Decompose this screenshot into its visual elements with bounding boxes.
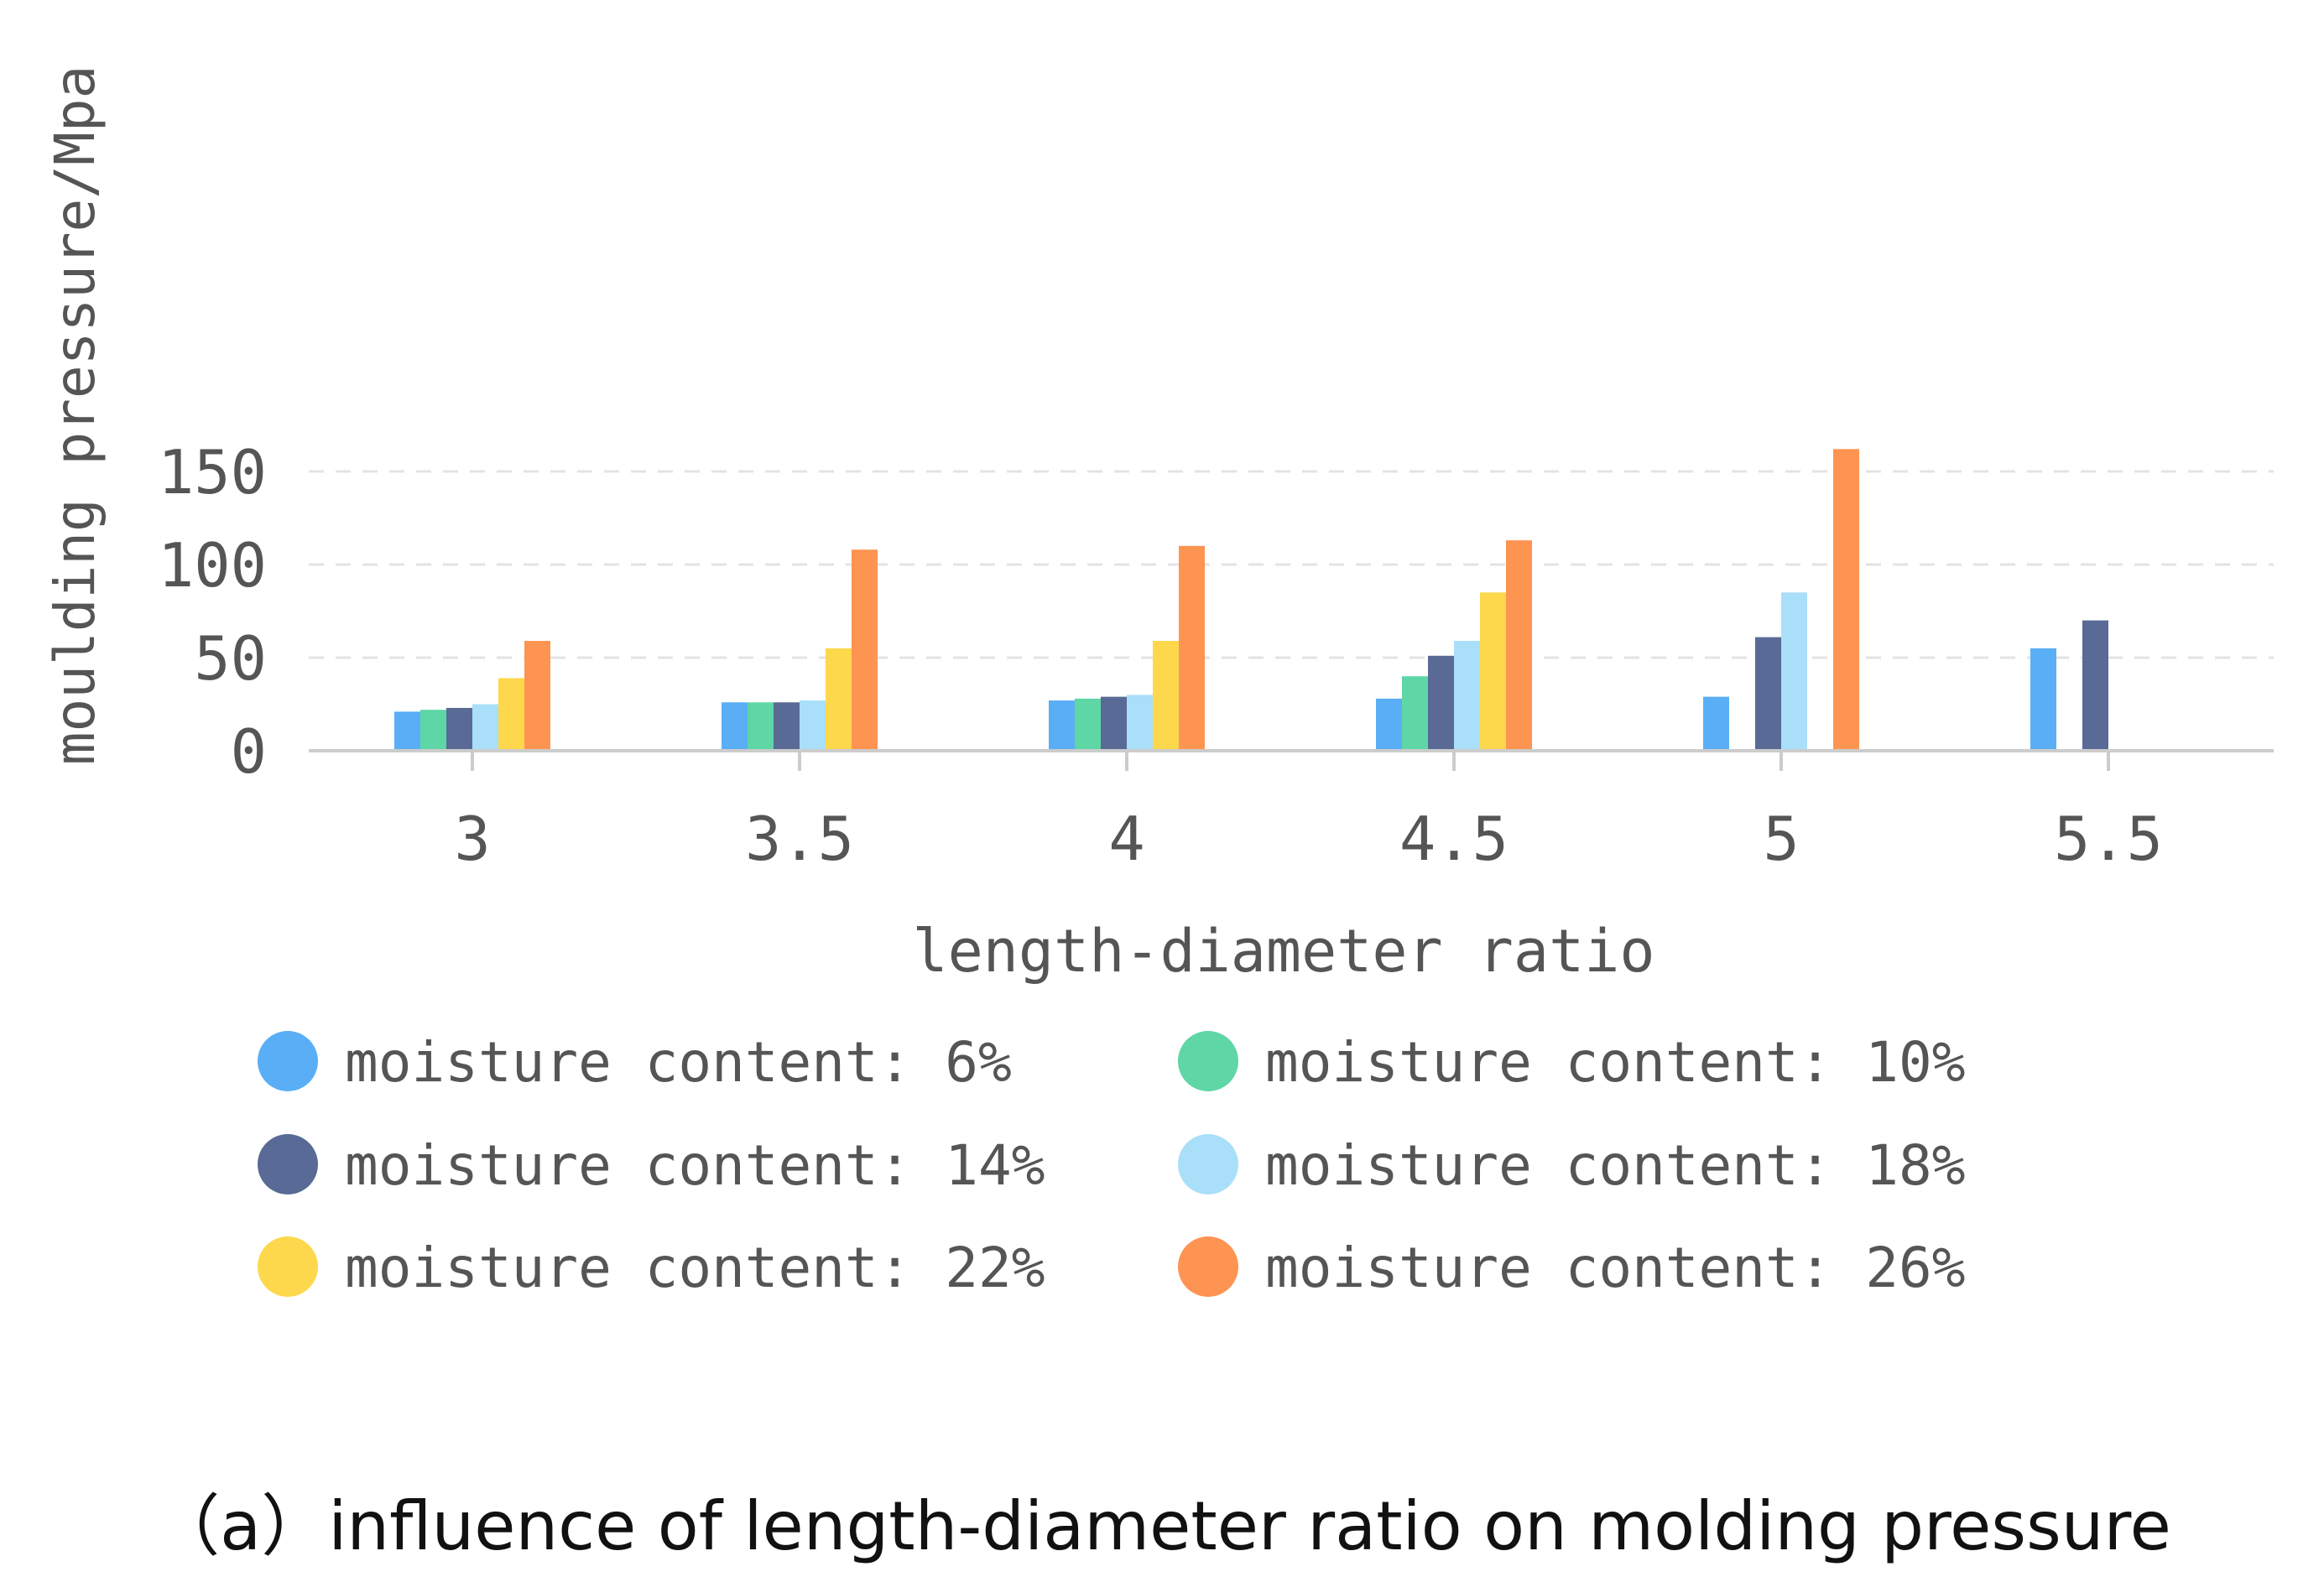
- bar-4.5-4: [1480, 592, 1506, 751]
- bar-4.5-2: [1428, 655, 1454, 751]
- bar-3.5-5: [852, 549, 878, 751]
- bar-layer: [394, 449, 2108, 751]
- bar-3-4: [498, 678, 524, 751]
- bar-3.5-4: [826, 648, 852, 751]
- bar-4.5-1: [1402, 676, 1428, 751]
- axis-layer: 0 50 100 150 3 3.5 4 4.5 5 5.5: [158, 437, 2274, 874]
- bar-4.5-3: [1454, 641, 1480, 751]
- bar-4-0: [1049, 700, 1075, 751]
- x-tick-label: 3: [454, 804, 490, 874]
- legend-marker: [1178, 1134, 1238, 1194]
- legend-label: moisture content: 26%: [1265, 1236, 1965, 1300]
- grid-layer: [309, 470, 2274, 659]
- y-tick-label: 0: [231, 716, 267, 787]
- bar-5-0: [1703, 696, 1729, 751]
- bar-4-4: [1153, 641, 1179, 751]
- figure-caption: （a）influence of length-diameter ratio on…: [153, 1487, 2171, 1565]
- legend-marker: [258, 1236, 318, 1297]
- bar-3-5: [524, 641, 550, 751]
- bar-3.5-3: [800, 700, 826, 751]
- x-axis-title: length-diameter ratio: [912, 917, 1654, 986]
- x-tick-label: 4.5: [1399, 804, 1509, 874]
- legend-label: moisture content: 10%: [1265, 1030, 1965, 1095]
- bar-5.5-0: [2030, 648, 2056, 751]
- bar-3-3: [472, 704, 498, 751]
- y-tick-label: 150: [158, 437, 267, 507]
- bar-5-3: [1781, 592, 1807, 751]
- bar-3-2: [446, 707, 472, 751]
- bar-5-5: [1833, 449, 1859, 751]
- x-tick-label: 5: [1763, 804, 1799, 874]
- legend-label: moisture content: 22%: [345, 1236, 1045, 1300]
- bar-4-2: [1101, 696, 1127, 751]
- legend-label: moisture content: 14%: [345, 1133, 1045, 1198]
- bar-3.5-1: [748, 702, 774, 751]
- y-tick-label: 50: [194, 623, 267, 694]
- x-tick-label: 5.5: [2054, 804, 2163, 874]
- bar-3-0: [394, 711, 420, 751]
- y-tick-label: 100: [158, 530, 267, 601]
- y-axis-title: moulding pressure/Mpa: [43, 65, 107, 765]
- bar-3.5-0: [722, 702, 748, 751]
- legend-marker: [258, 1134, 318, 1194]
- legend-label: moisture content: 6%: [345, 1030, 1012, 1095]
- bar-5-2: [1755, 637, 1781, 751]
- bar-4.5-5: [1506, 540, 1532, 751]
- legend-marker: [258, 1031, 318, 1091]
- x-tick-label: 3.5: [745, 804, 854, 874]
- x-tick-label: 4: [1108, 804, 1144, 874]
- legend-marker: [1178, 1031, 1238, 1091]
- bar-4-5: [1179, 545, 1205, 751]
- legend-label: moisture content: 18%: [1265, 1133, 1965, 1198]
- bar-4-1: [1075, 698, 1101, 751]
- legend: moisture content: 6% moisture content: 10…: [258, 1030, 1965, 1300]
- legend-marker: [1178, 1236, 1238, 1297]
- bar-4-3: [1127, 695, 1153, 751]
- bar-5.5-2: [2082, 620, 2108, 751]
- bar-3-1: [420, 710, 446, 751]
- bar-3.5-2: [774, 702, 800, 751]
- bar-4.5-0: [1376, 698, 1402, 751]
